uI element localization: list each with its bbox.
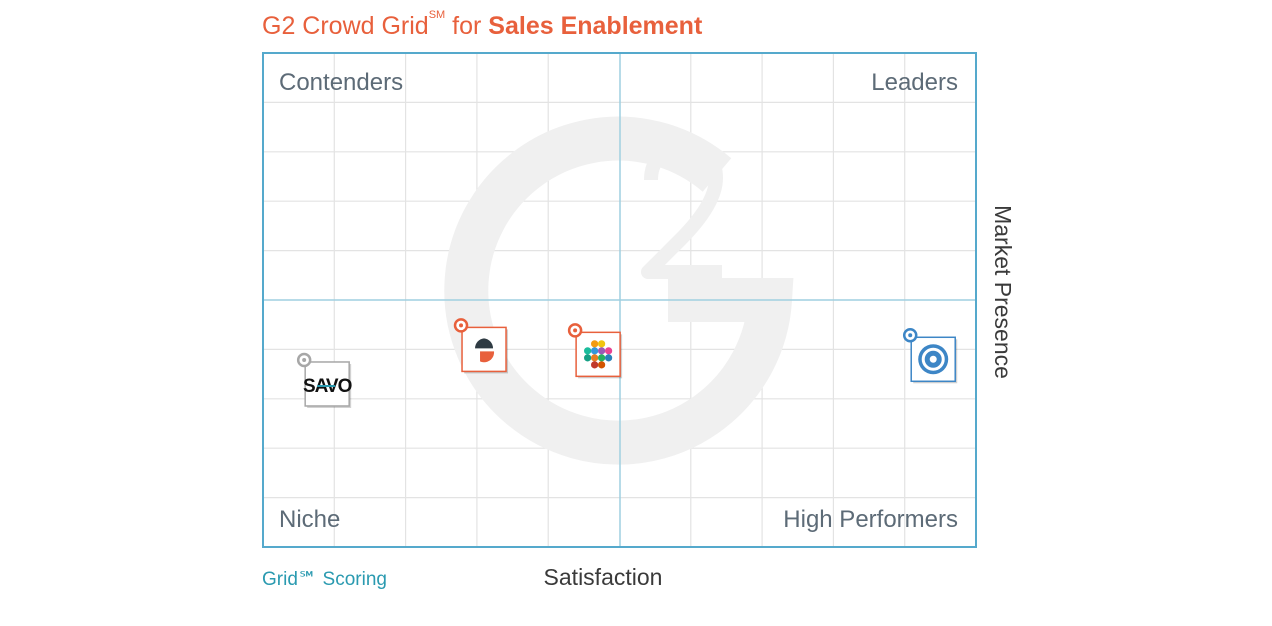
highspot-logo-dot [598, 347, 606, 355]
quadrant-label-niche: Niche [279, 506, 340, 533]
highspot-logo-dot [598, 361, 606, 369]
highspot-logo-dot [598, 340, 606, 348]
x-axis-label: Satisfaction [544, 564, 663, 590]
highspot-logo-dot [584, 347, 592, 355]
highspot-logo-dot [591, 361, 599, 369]
marker-pin-dot [302, 357, 307, 362]
highspot-logo-dot [591, 347, 599, 355]
highspot-logo-dot [591, 340, 599, 348]
quadrant-label-leaders: Leaders [871, 69, 958, 96]
showpad-logo-ring [921, 347, 945, 371]
marker-pin-dot [908, 333, 913, 338]
highspot-logo-dot [605, 347, 613, 355]
title-category: Sales Enablement [488, 12, 703, 40]
showpad-logo-center [929, 355, 937, 363]
logo-tile [575, 331, 621, 378]
highspot-logo-dot [598, 354, 606, 362]
logo-tile [461, 326, 507, 373]
title-for: for [445, 12, 489, 40]
logo-tile [304, 361, 350, 407]
seismic-logo-bottom [480, 351, 495, 363]
grid-scoring-link[interactable]: Grid℠ Scoring [262, 569, 387, 590]
watermark-g-arc [444, 116, 794, 465]
marker-pin-dot [459, 323, 464, 328]
vendor-point-highspot[interactable] [567, 323, 623, 379]
g2-watermark [444, 116, 794, 465]
marker-pin-dot [573, 328, 578, 333]
chart-title: G2 Crowd GridSM for Sales Enablement [262, 9, 703, 41]
highspot-logo-dot [584, 354, 592, 362]
service-mark: SM [428, 9, 446, 21]
seismic-logo-top [475, 338, 494, 349]
title-prefix: G2 Crowd Grid [262, 12, 429, 40]
highspot-logo-dot [605, 354, 613, 362]
y-axis-label: Market Presence [990, 205, 1016, 379]
quadrant-label-high-performers: High Performers [783, 506, 958, 533]
vendor-point-seismic[interactable] [453, 318, 509, 374]
vendor-points: SAVO [296, 318, 958, 408]
vendor-point-showpad[interactable] [902, 328, 958, 384]
vendor-point-savo[interactable]: SAVO [296, 352, 353, 408]
watermark-2 [641, 143, 723, 279]
plot-frame [262, 52, 977, 548]
quadrant-label-contenders: Contenders [279, 69, 403, 96]
highspot-logo-dot [591, 354, 599, 362]
